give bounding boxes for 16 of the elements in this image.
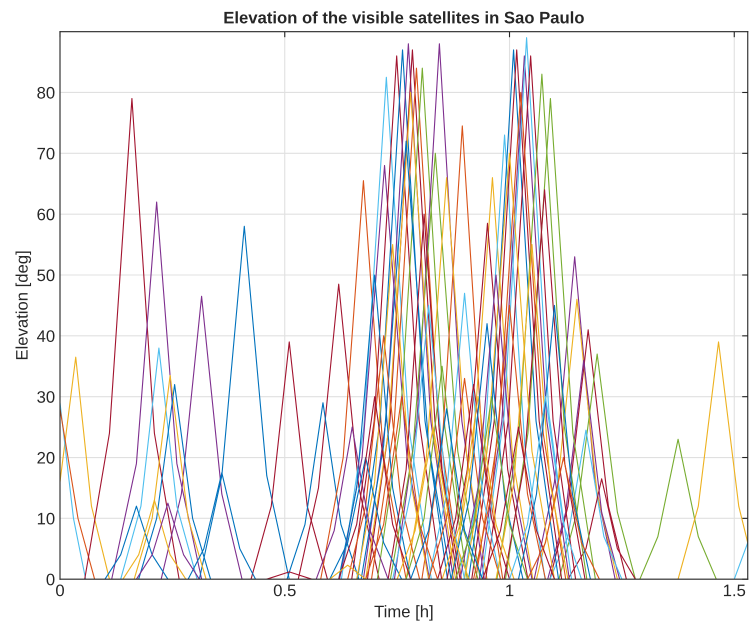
x-tick-label: 1 xyxy=(506,584,514,596)
y-tick-label: 40 xyxy=(36,330,54,342)
x-tick-label: 0.5 xyxy=(274,584,296,596)
y-tick-label: 80 xyxy=(37,86,54,99)
y-tick-label: 60 xyxy=(37,208,54,220)
x-tick-label: 0 xyxy=(56,584,64,596)
y-tick-label: 70 xyxy=(37,148,54,160)
y-axis-title: Elevation [deg] xyxy=(16,251,32,360)
x-tick-label: 1.5 xyxy=(724,584,746,596)
chart-title: Elevation of the visible satellites in Sao Paulo xyxy=(224,11,584,24)
y-tick-label: 30 xyxy=(37,391,54,403)
y-tick-label: 0 xyxy=(46,574,54,586)
y-tick-label: 10 xyxy=(38,512,54,525)
x-axis-title: Time [h] xyxy=(374,605,432,621)
y-tick-label: 50 xyxy=(37,269,54,282)
y-tick-label: 20 xyxy=(37,452,54,464)
